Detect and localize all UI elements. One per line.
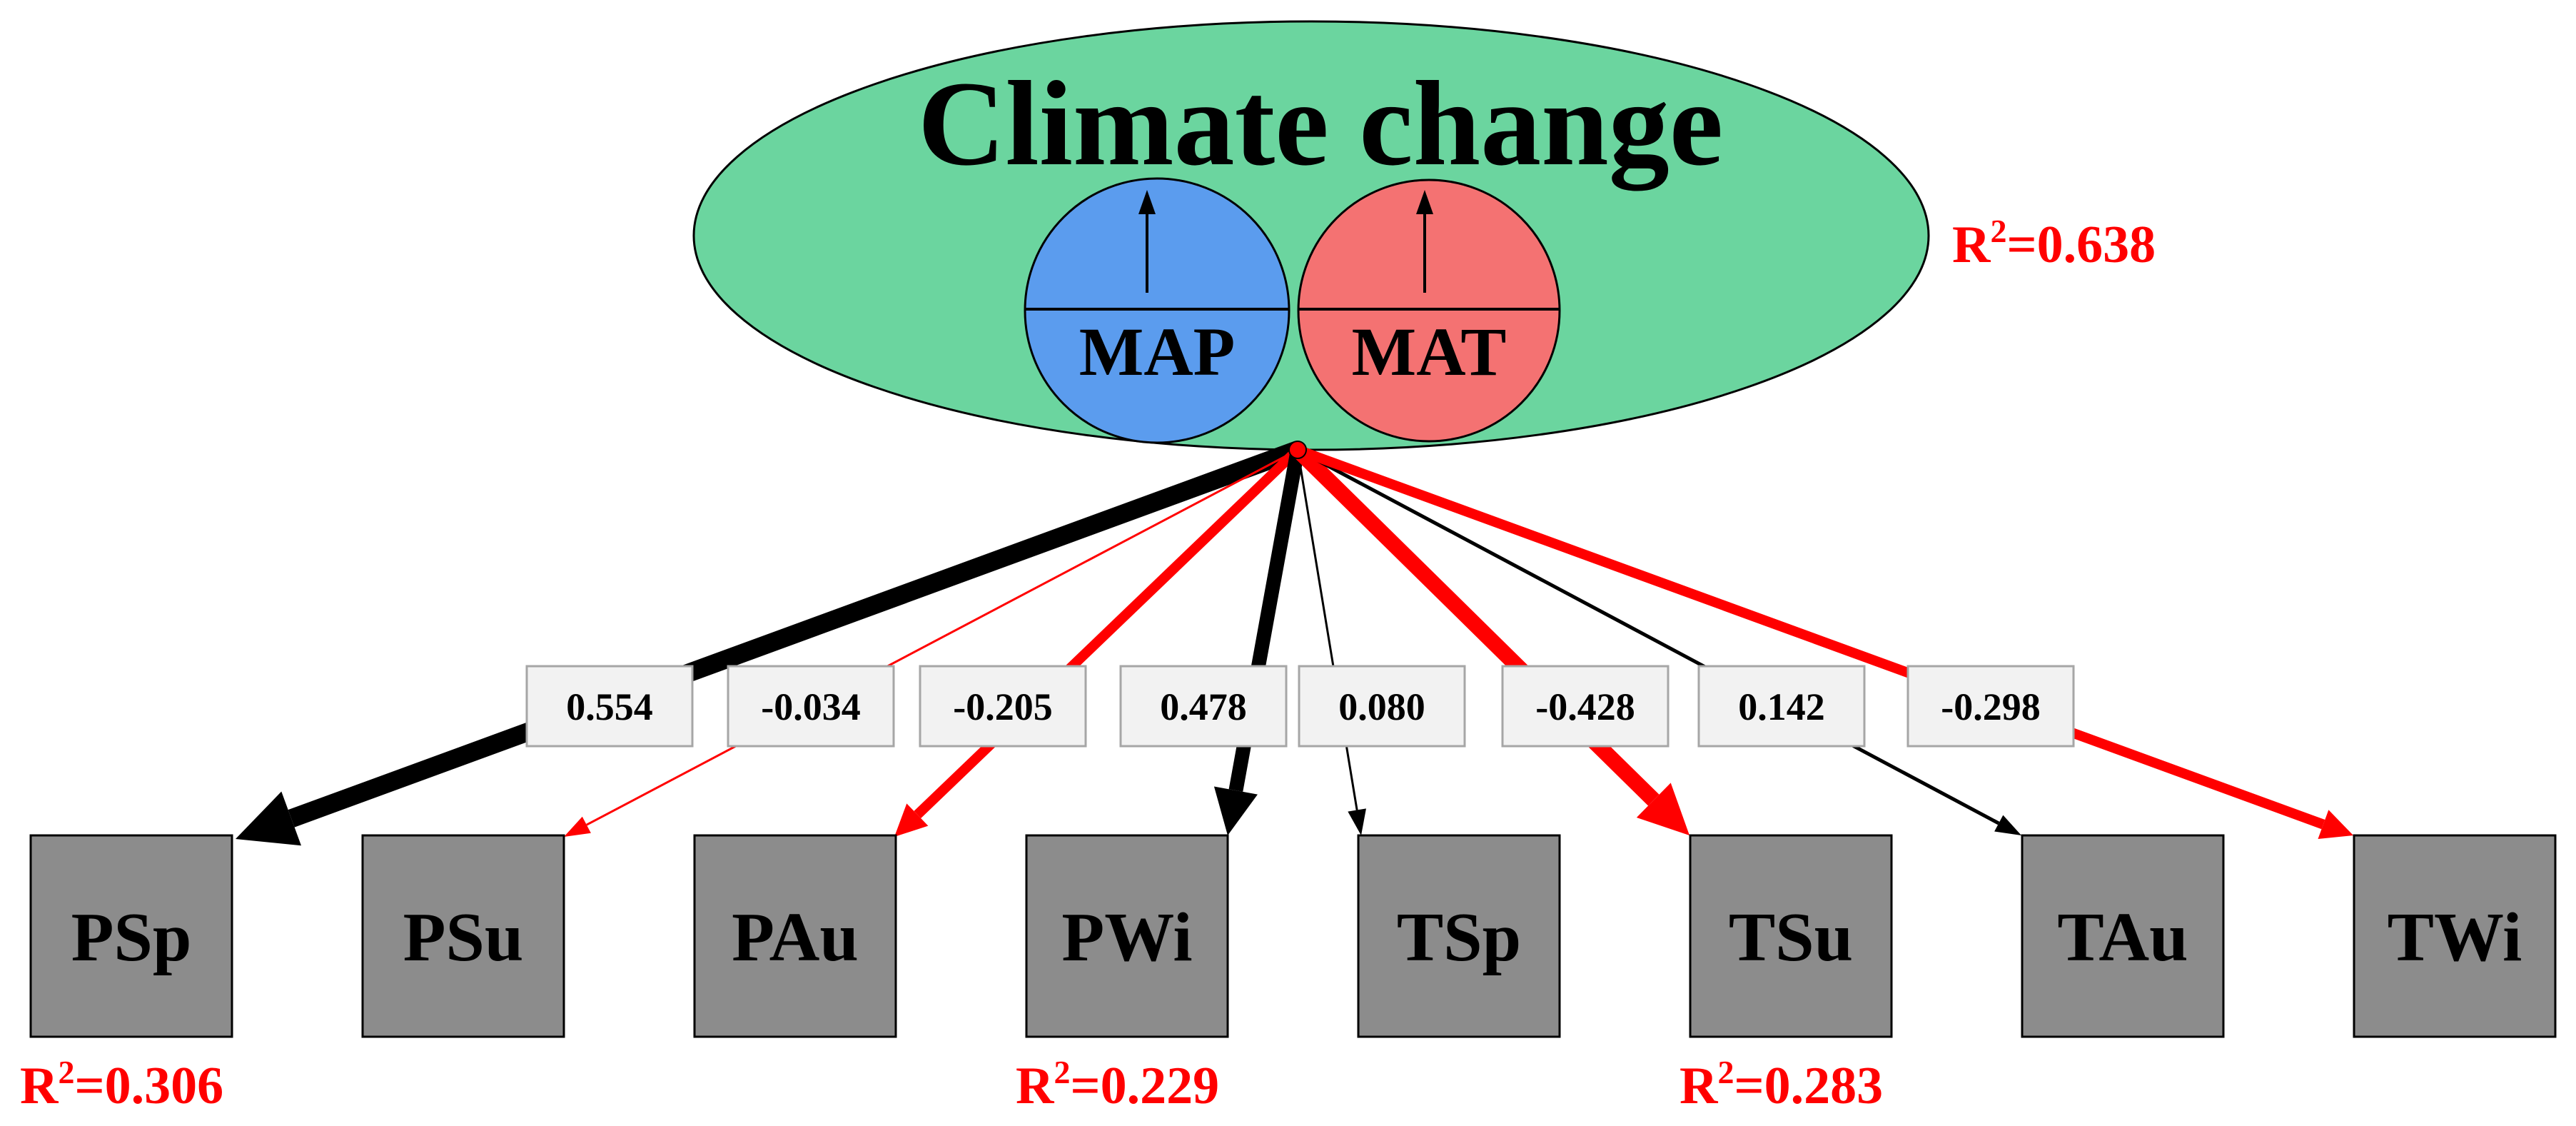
path-arrow-shaft-tau [1296, 448, 2000, 825]
coefficient-label-tau: 0.142 [1697, 665, 1866, 748]
coefficient-box-pwi [1119, 665, 1288, 748]
node-twi: TWi [2353, 834, 2557, 1038]
r2-pwi: R2=0.229 [1016, 1054, 1219, 1115]
coefficient-label-tsp: 0.080 [1298, 665, 1466, 748]
path-arrowhead-tsp [1348, 808, 1366, 835]
node-label-twi: TWi [2388, 899, 2522, 976]
node-box-tsp [1357, 834, 1561, 1038]
path-arrow-psp [236, 441, 1301, 846]
coefficient-value-psp: 0.554 [566, 685, 653, 728]
node-psp: PSp [29, 834, 233, 1038]
coefficient-value-pwi: 0.478 [1160, 685, 1247, 728]
coefficient-label-pau: -0.205 [919, 665, 1087, 748]
node-label-pwi: PWi [1061, 899, 1192, 976]
path-arrowhead-twi [2318, 810, 2353, 840]
node-box-twi [2353, 834, 2557, 1038]
coefficient-label-psu: -0.034 [727, 665, 895, 748]
coefficient-label-tsu: -0.428 [1501, 665, 1670, 748]
coefficient-box-psp [525, 665, 694, 748]
node-tsp: TSp [1357, 834, 1561, 1038]
path-arrow-tsp [1296, 449, 1366, 835]
path-arrowhead-tsu [1636, 783, 1689, 835]
path-arrows [236, 441, 2353, 846]
season-nodes: PSp PSu PAu PWi TSp TSu TAu TWi [29, 834, 2557, 1038]
node-box-tau [2021, 834, 2225, 1038]
coefficient-box-tsp [1298, 665, 1466, 748]
node-label-psu: PSu [403, 899, 524, 976]
node-label-tsu: TSu [1729, 899, 1853, 976]
node-r2-values: R2=0.306 R2=0.229 R2=0.283 [20, 1054, 1883, 1115]
node-box-psp [29, 834, 233, 1038]
coefficient-box-psu [727, 665, 895, 748]
coefficient-value-tau: 0.142 [1738, 685, 1825, 728]
path-arrow-tsu [1292, 444, 1689, 835]
node-box-tsu [1689, 834, 1893, 1038]
map-circle: MAP [1024, 177, 1290, 444]
path-arrow-pau [894, 446, 1301, 837]
node-label-tsp: TSp [1397, 899, 1521, 976]
coefficient-label-psp: 0.554 [525, 665, 694, 748]
mat-circle: MAT [1297, 179, 1561, 443]
node-tsu: TSu [1689, 834, 1893, 1038]
node-psu: PSu [361, 834, 565, 1038]
node-label-pau: PAu [732, 899, 859, 976]
node-pwi: PWi [1025, 834, 1229, 1038]
path-arrow-twi [1295, 445, 2353, 840]
map-label: MAP [1079, 313, 1236, 390]
coefficient-value-twi: -0.298 [1941, 685, 2040, 728]
path-arrow-tau [1296, 448, 2021, 835]
path-arrow-shaft-psp [288, 441, 1301, 828]
node-box-pau [693, 834, 897, 1038]
coefficient-box-tau [1697, 665, 1866, 748]
node-box-pwi [1025, 834, 1229, 1038]
map-up-arrowhead-icon [1138, 190, 1156, 214]
path-arrowhead-tau [1994, 815, 2021, 835]
r2-tsu: R2=0.283 [1680, 1054, 1883, 1115]
r2-climate: R2=0.638 [1952, 213, 2156, 274]
path-arrow-shaft-pau [914, 446, 1301, 819]
r2-psp: R2=0.306 [20, 1054, 223, 1115]
path-coefficient-labels: 0.554 -0.034 -0.205 0.478 0.080 -0.428 0.142 -0… [525, 665, 2075, 748]
coefficient-value-tsu: -0.428 [1535, 685, 1635, 728]
node-tau: TAu [2021, 834, 2225, 1038]
path-arrow-psu [564, 448, 1298, 837]
path-arrowhead-pau [894, 803, 929, 837]
path-arrow-shaft-tsu [1292, 444, 1660, 806]
coefficient-box-tsu [1501, 665, 1670, 748]
path-origin-dot [1288, 441, 1307, 459]
coefficient-value-psu: -0.034 [761, 685, 860, 728]
node-label-tau: TAu [2057, 899, 2188, 976]
path-arrow-pwi [1213, 448, 1305, 835]
coefficient-box-pau [919, 665, 1087, 748]
path-arrowhead-pwi [1213, 786, 1258, 835]
node-pau: PAu [693, 834, 897, 1038]
path-arrow-shaft-psu [586, 448, 1298, 826]
path-arrow-shaft-tsp [1296, 449, 1358, 810]
coefficient-value-pau: -0.205 [953, 685, 1052, 728]
climate-change-title: Climate change [918, 56, 1723, 191]
path-arrow-shaft-twi [1295, 445, 2325, 830]
mat-up-arrowhead-icon [1416, 190, 1433, 214]
coefficient-box-twi [1906, 665, 2075, 748]
path-arrowhead-psu [564, 816, 591, 837]
mat-label: MAT [1352, 313, 1507, 390]
coefficient-label-twi: -0.298 [1906, 665, 2075, 748]
path-arrowhead-psp [236, 791, 301, 846]
node-box-psu [361, 834, 565, 1038]
coefficient-value-tsp: 0.080 [1338, 685, 1425, 728]
node-label-psp: PSp [71, 899, 192, 976]
coefficient-label-pwi: 0.478 [1119, 665, 1288, 748]
